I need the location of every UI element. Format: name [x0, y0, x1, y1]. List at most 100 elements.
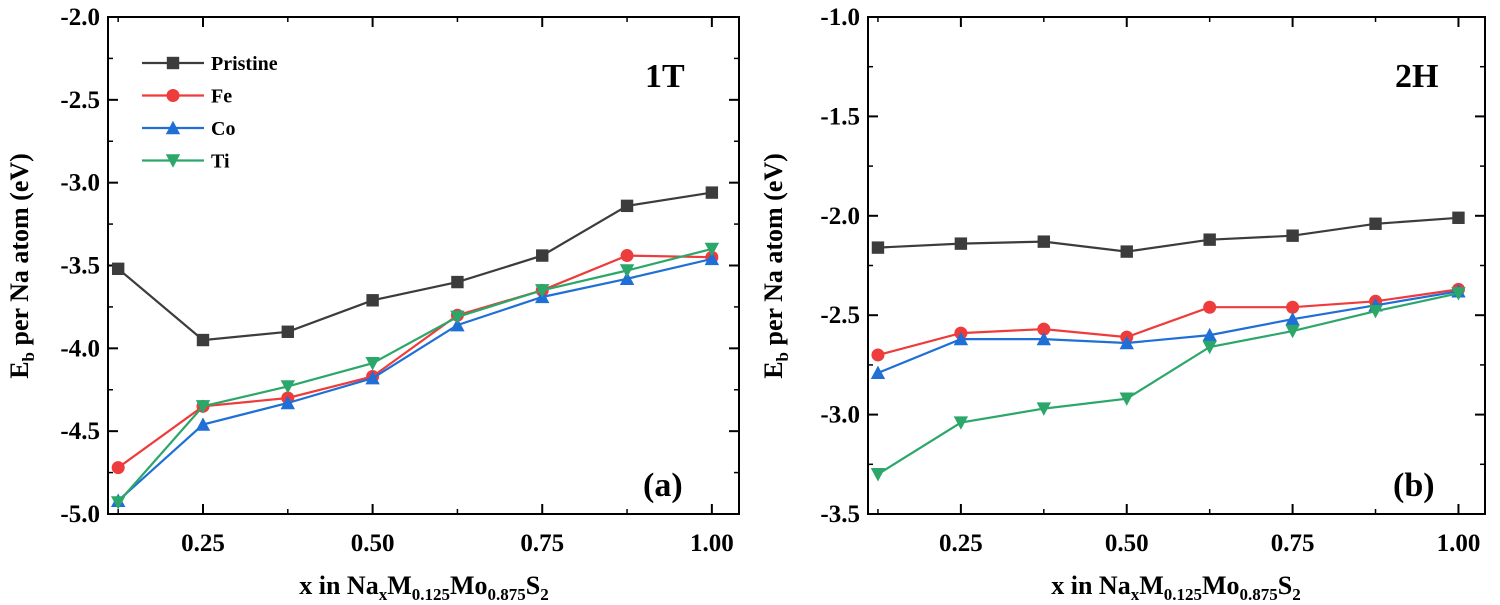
data-point-co — [365, 370, 380, 385]
data-point-pristine — [620, 199, 634, 213]
x-tick-label: 1.00 — [690, 530, 734, 557]
series-layer-b — [870, 211, 1466, 482]
y-tick-label: -3.0 — [60, 170, 100, 197]
y-tick-label: -3.5 — [820, 501, 860, 528]
x-tick-label: 0.25 — [181, 530, 225, 557]
y-tick-label: -5.0 — [60, 501, 100, 528]
data-point-ti — [1036, 402, 1052, 416]
x-tick-label: 0.50 — [1105, 530, 1149, 557]
legend: Pristine Fe Co Ti — [142, 53, 278, 173]
data-point-pristine — [1203, 233, 1216, 246]
x-tick-label: 0.75 — [520, 530, 564, 557]
y-tick-label: -2.0 — [60, 4, 100, 31]
data-point-pristine — [1120, 245, 1133, 258]
data-point-ti — [1285, 324, 1300, 339]
y-tick-label: -1.0 — [820, 4, 860, 31]
data-point-ti — [870, 468, 886, 482]
y-tick-labels-b: -3.5 -3.0 -2.5 -2.0 -1.5 -1.0 — [820, 4, 860, 528]
plot-frame-b — [867, 16, 1486, 515]
data-point-pristine — [954, 237, 968, 250]
data-point-co — [870, 365, 886, 380]
data-point-ti — [365, 357, 380, 371]
x-axis-title-b: x in NaxM0.125Mo0.875S2 — [1051, 571, 1301, 604]
y-tick-label: -3.5 — [60, 253, 100, 280]
data-point-pristine — [366, 294, 379, 307]
panel-label-b: (b) — [1393, 467, 1435, 504]
data-point-fe — [111, 461, 125, 475]
y-axis-title-a: Eb per Na atom (eV) — [5, 153, 38, 379]
data-point-fe — [620, 249, 634, 263]
legend-marker-pristine — [166, 56, 180, 70]
data-point-ti — [450, 310, 465, 325]
data-point-ti — [195, 400, 211, 414]
x-tick-label: 1.00 — [1437, 530, 1481, 557]
tick-marks-b — [868, 16, 1485, 515]
y-tick-labels-a: -5.0 -4.5 -4.0 -3.5 -3.0 -2.5 -2.0 — [60, 4, 100, 528]
data-point-co — [450, 317, 465, 332]
data-point-ti — [1119, 392, 1134, 406]
data-point-pristine — [705, 186, 719, 199]
phase-label-2h: 2H — [1395, 58, 1438, 95]
series-line-ti — [877, 292, 1459, 476]
data-point-co — [619, 271, 635, 285]
data-point-ti — [110, 496, 126, 510]
legend-label-pristine: Pristine — [211, 53, 278, 75]
data-point-co — [195, 417, 211, 431]
x-axis-title-a: x in NaxM0.125Mo0.875S2 — [299, 571, 549, 604]
data-point-ti — [1202, 340, 1217, 355]
data-point-pristine — [536, 249, 549, 262]
series-line-fe — [877, 288, 1459, 357]
data-point-pristine — [1037, 235, 1051, 248]
y-tick-label: -2.0 — [820, 203, 860, 230]
x-tick-label: 0.50 — [351, 530, 395, 557]
y-tick-label: -1.5 — [820, 103, 860, 130]
y-axis-title-b: Eb per Na atom (eV) — [759, 153, 792, 379]
data-point-pristine — [111, 262, 125, 276]
y-tick-label: -2.5 — [60, 87, 100, 114]
panel-b: -3.5 -3.0 -2.5 -2.0 -1.5 -1.0 0.25 0.50 0.75 1.0… — [759, 4, 1486, 604]
data-point-pristine — [1369, 217, 1382, 230]
series-line-pristine — [117, 191, 713, 342]
y-tick-label: -4.0 — [60, 335, 100, 362]
data-point-ti — [704, 242, 720, 257]
series-layer-a — [110, 186, 720, 510]
series-line-pristine — [877, 216, 1459, 253]
panel-label-a: (a) — [643, 467, 683, 504]
x-tick-labels-b: 0.25 0.50 0.75 1.00 — [939, 530, 1480, 557]
data-point-ti — [280, 380, 296, 394]
data-point-co — [704, 251, 720, 266]
data-point-pristine — [871, 241, 885, 254]
data-point-fe — [1037, 322, 1051, 336]
data-point-fe — [871, 348, 885, 362]
x-tick-label: 0.75 — [1271, 530, 1315, 557]
data-point-ti — [535, 284, 550, 298]
data-point-co — [1202, 327, 1217, 342]
data-point-co — [1036, 331, 1052, 346]
y-tick-label: -4.5 — [60, 418, 100, 445]
data-point-pristine — [196, 333, 210, 347]
y-tick-label: -2.5 — [820, 302, 860, 329]
data-point-ti — [1451, 287, 1466, 301]
series-line-ti — [117, 247, 713, 504]
legend-label-co: Co — [211, 118, 235, 140]
data-point-fe — [1286, 300, 1300, 314]
legend-marker-co — [165, 120, 181, 135]
y-tick-label: -3.0 — [820, 402, 860, 429]
legend-marker-fe — [166, 89, 180, 102]
series-line-fe — [117, 254, 712, 469]
data-point-co — [1285, 311, 1300, 326]
data-point-pristine — [1286, 229, 1299, 242]
x-tick-labels-a: 0.25 0.50 0.75 1.00 — [181, 530, 734, 557]
legend-marker-ti — [165, 154, 181, 168]
data-point-pristine — [451, 275, 464, 289]
legend-label-ti: Ti — [211, 151, 230, 173]
series-line-co — [877, 290, 1459, 374]
panel-a: -5.0 -4.5 -4.0 -3.5 -3.0 -2.5 -2.0 0.25 0.50 0.7… — [5, 4, 740, 604]
data-point-ti — [953, 416, 969, 430]
data-point-ti — [619, 264, 635, 278]
x-tick-label: 0.25 — [939, 530, 983, 557]
data-point-fe — [1203, 300, 1217, 314]
data-point-pristine — [281, 325, 295, 338]
data-point-co — [953, 331, 969, 346]
